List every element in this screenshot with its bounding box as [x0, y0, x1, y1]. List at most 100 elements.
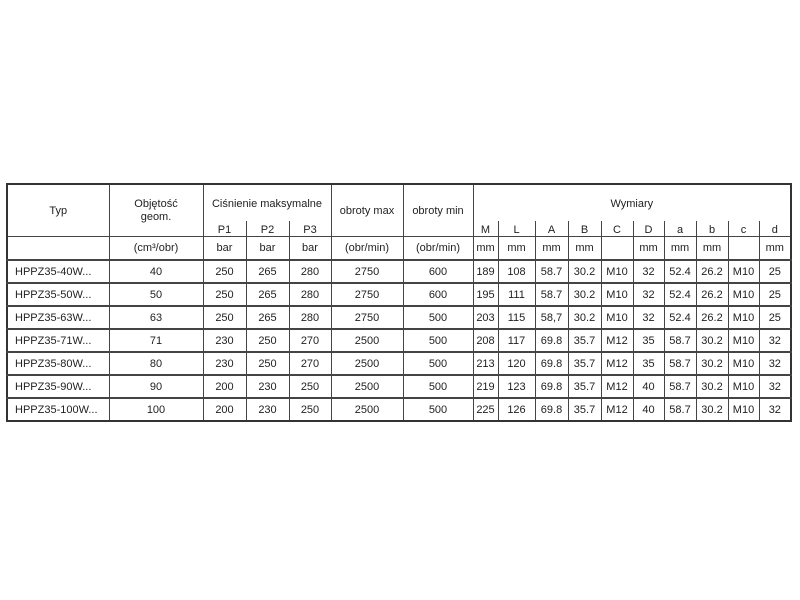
header-objetosc: Objętość geom.	[108, 183, 204, 237]
header-typ: Typ	[6, 183, 110, 237]
model-cell: HPPZ35-40W...	[6, 259, 110, 284]
table-row: HPPZ35-80W... 80 230 250 270 2500 500 213 120 69.…	[6, 351, 792, 376]
value-cell: M10	[600, 282, 634, 307]
value-cell: 32	[758, 397, 792, 422]
value-cell: 126	[497, 397, 536, 422]
value-cell: 30.2	[567, 305, 602, 330]
value-cell: M10	[600, 259, 634, 284]
value-cell: 270	[288, 351, 332, 376]
value-cell: 225	[472, 397, 499, 422]
unit-dim: mm	[632, 236, 665, 261]
value-cell: 35.7	[567, 397, 602, 422]
value-cell: 200	[202, 397, 247, 422]
value-cell: 58.7	[663, 397, 697, 422]
value-cell: 500	[402, 397, 474, 422]
model-cell: HPPZ35-63W...	[6, 305, 110, 330]
value-cell: 63	[108, 305, 204, 330]
value-cell: 25	[758, 305, 792, 330]
value-cell: M10	[727, 305, 760, 330]
value-cell: 120	[497, 351, 536, 376]
table-row: HPPZ35-100W... 100 200 230 250 2500 500 225 126 6…	[6, 397, 792, 422]
table-row: HPPZ35-90W... 90 200 230 250 2500 500 219 123 69.…	[6, 374, 792, 399]
value-cell: 30.2	[567, 282, 602, 307]
value-cell: 71	[108, 328, 204, 353]
value-cell: 25	[758, 282, 792, 307]
header-pressure-col: P1	[202, 221, 247, 237]
header-objetosc-label: Objętość geom.	[134, 197, 178, 223]
unit-dim	[600, 236, 634, 261]
value-cell: 52.4	[663, 259, 697, 284]
value-cell: 265	[245, 259, 290, 284]
value-cell: M10	[727, 397, 760, 422]
value-cell: 35.7	[567, 351, 602, 376]
value-cell: 213	[472, 351, 499, 376]
unit-dim: mm	[567, 236, 602, 261]
value-cell: 500	[402, 328, 474, 353]
value-cell: 500	[402, 351, 474, 376]
value-cell: 32	[632, 282, 665, 307]
value-cell: 58,7	[534, 305, 569, 330]
value-cell: M12	[600, 397, 634, 422]
value-cell: 265	[245, 282, 290, 307]
value-cell: 32	[758, 351, 792, 376]
value-cell: 30.2	[695, 328, 729, 353]
value-cell: 270	[288, 328, 332, 353]
value-cell: 35.7	[567, 374, 602, 399]
value-cell: 2750	[330, 259, 404, 284]
unit-dim: mm	[497, 236, 536, 261]
value-cell: 250	[288, 397, 332, 422]
value-cell: 280	[288, 305, 332, 330]
value-cell: 40	[632, 374, 665, 399]
value-cell: 208	[472, 328, 499, 353]
value-cell: 203	[472, 305, 499, 330]
value-cell: 25	[758, 259, 792, 284]
value-cell: 250	[288, 374, 332, 399]
value-cell: 250	[245, 351, 290, 376]
value-cell: 40	[108, 259, 204, 284]
table-row: HPPZ35-50W... 50 250 265 280 2750 600 195 111 58.…	[6, 282, 792, 307]
value-cell: 52.4	[663, 305, 697, 330]
value-cell: 26.2	[695, 305, 729, 330]
value-cell: 123	[497, 374, 536, 399]
value-cell: 115	[497, 305, 536, 330]
unit-dim: mm	[663, 236, 697, 261]
value-cell: M12	[600, 351, 634, 376]
value-cell: M12	[600, 374, 634, 399]
value-cell: 50	[108, 282, 204, 307]
value-cell: 230	[245, 397, 290, 422]
value-cell: 2500	[330, 397, 404, 422]
header-wymiary: Wymiary	[472, 183, 792, 221]
value-cell: 230	[202, 328, 247, 353]
value-cell: 69.8	[534, 374, 569, 399]
value-cell: 30.2	[695, 351, 729, 376]
unit-objetosc: (cm³/obr)	[108, 236, 204, 261]
value-cell: 32	[632, 305, 665, 330]
value-cell: 26.2	[695, 282, 729, 307]
value-cell: 117	[497, 328, 536, 353]
value-cell: 32	[758, 328, 792, 353]
value-cell: 500	[402, 305, 474, 330]
value-cell: 2750	[330, 305, 404, 330]
model-cell: HPPZ35-71W...	[6, 328, 110, 353]
value-cell: 108	[497, 259, 536, 284]
value-cell: 2750	[330, 282, 404, 307]
value-cell: 189	[472, 259, 499, 284]
value-cell: M10	[727, 374, 760, 399]
header-dim-col: D	[632, 221, 665, 237]
value-cell: M10	[600, 305, 634, 330]
value-cell: M10	[727, 259, 760, 284]
value-cell: 58.7	[663, 328, 697, 353]
header-dim-col: c	[727, 221, 760, 237]
value-cell: 52.4	[663, 282, 697, 307]
value-cell: M10	[727, 328, 760, 353]
value-cell: 200	[202, 374, 247, 399]
value-cell: 58.7	[663, 374, 697, 399]
table-row: HPPZ35-40W... 40 250 265 280 2750 600 189 108 58.…	[6, 259, 792, 284]
value-cell: 219	[472, 374, 499, 399]
value-cell: 58.7	[663, 351, 697, 376]
value-cell: 58.7	[534, 259, 569, 284]
header-dim-col: d	[758, 221, 792, 237]
value-cell: 280	[288, 259, 332, 284]
value-cell: 250	[202, 259, 247, 284]
value-cell: 111	[497, 282, 536, 307]
